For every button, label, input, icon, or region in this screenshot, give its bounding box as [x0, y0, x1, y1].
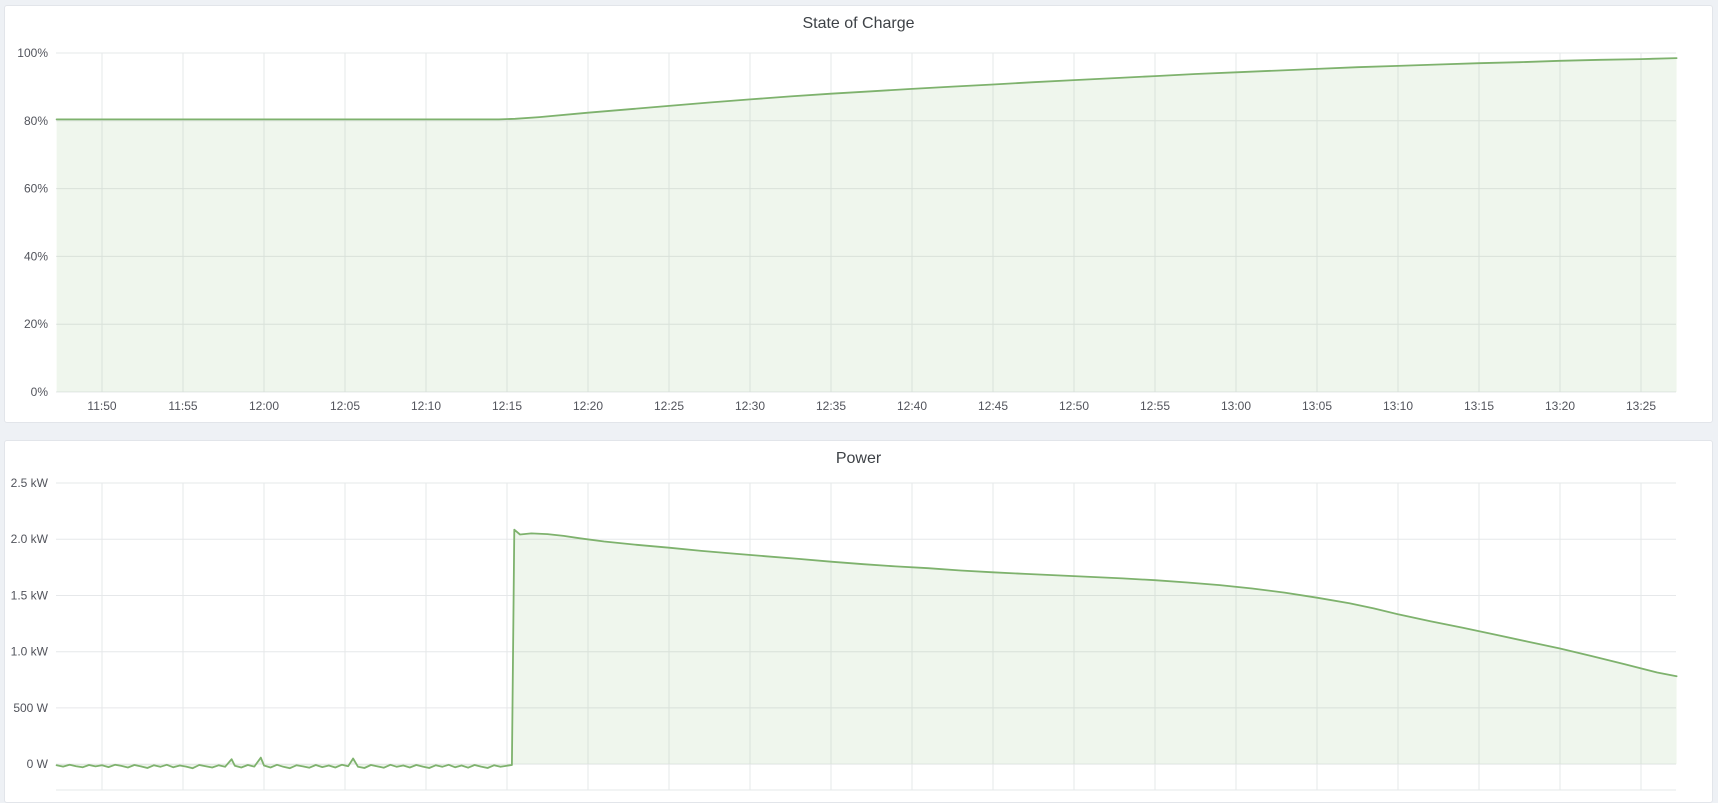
svg-text:13:10: 13:10: [1383, 399, 1413, 413]
svg-text:12:35: 12:35: [816, 399, 846, 413]
state-of-charge-chart[interactable]: 0% 20% 40% 60% 80% 100% 11:50 11:55 12:00 12:05 12…: [5, 6, 1712, 422]
svg-text:1.0 kW: 1.0 kW: [11, 645, 49, 659]
power-chart[interactable]: 0 W 500 W 1.0 kW 1.5 kW 2.0 kW 2.5 kW: [5, 441, 1712, 802]
svg-text:1.5 kW: 1.5 kW: [11, 589, 49, 603]
svg-text:0%: 0%: [31, 385, 49, 399]
svg-text:12:30: 12:30: [735, 399, 765, 413]
panel-power: Power 0 W 500 W 1.0 kW 1.5 kW 2.0 kW 2.5 kW: [4, 440, 1713, 803]
svg-text:12:55: 12:55: [1140, 399, 1170, 413]
svg-text:60%: 60%: [24, 182, 48, 196]
grid-lines: [56, 482, 1676, 791]
svg-text:12:20: 12:20: [573, 399, 603, 413]
svg-text:0 W: 0 W: [27, 757, 49, 771]
svg-text:2.5 kW: 2.5 kW: [11, 476, 49, 490]
svg-text:20%: 20%: [24, 317, 48, 331]
svg-text:80%: 80%: [24, 114, 48, 128]
panel-title-state-of-charge[interactable]: State of Charge: [802, 15, 915, 32]
series-fill: [56, 58, 1677, 392]
svg-text:13:20: 13:20: [1545, 399, 1575, 413]
chart-canvas[interactable]: 0 W 500 W 1.0 kW 1.5 kW 2.0 kW 2.5 kW: [5, 441, 1712, 802]
svg-text:12:15: 12:15: [492, 399, 522, 413]
svg-text:13:05: 13:05: [1302, 399, 1332, 413]
svg-text:12:40: 12:40: [897, 399, 927, 413]
svg-text:12:05: 12:05: [330, 399, 360, 413]
svg-text:12:45: 12:45: [978, 399, 1008, 413]
panel-title-power[interactable]: Power: [835, 450, 882, 467]
svg-text:13:00: 13:00: [1221, 399, 1251, 413]
panel-state-of-charge: State of Charge 0% 20% 40% 60% 80% 100% 11:50 1…: [4, 5, 1713, 423]
svg-text:12:00: 12:00: [249, 399, 279, 413]
svg-text:500 W: 500 W: [13, 701, 48, 715]
y-axis-labels: 0% 20% 40% 60% 80% 100%: [17, 46, 48, 399]
svg-text:11:50: 11:50: [87, 399, 116, 413]
svg-text:12:10: 12:10: [411, 399, 441, 413]
chart-canvas[interactable]: 0% 20% 40% 60% 80% 100% 11:50 11:55 12:00 12:05 12…: [5, 6, 1712, 422]
series-line: [55, 57, 1678, 121]
svg-text:11:55: 11:55: [168, 399, 197, 413]
svg-text:13:15: 13:15: [1464, 399, 1494, 413]
svg-text:13:25: 13:25: [1626, 399, 1656, 413]
svg-text:12:50: 12:50: [1059, 399, 1089, 413]
svg-text:2.0 kW: 2.0 kW: [11, 532, 49, 546]
svg-text:12:25: 12:25: [654, 399, 684, 413]
series-line: [55, 528, 1678, 770]
series-fill: [56, 529, 1677, 769]
svg-text:40%: 40%: [24, 249, 48, 263]
y-axis-labels: 0 W 500 W 1.0 kW 1.5 kW 2.0 kW 2.5 kW: [11, 476, 49, 771]
grid-lines: [56, 52, 1676, 393]
svg-text:100%: 100%: [17, 46, 48, 60]
x-axis-labels: 11:50 11:55 12:00 12:05 12:10 12:15 12:20 12:25…: [87, 399, 1656, 413]
